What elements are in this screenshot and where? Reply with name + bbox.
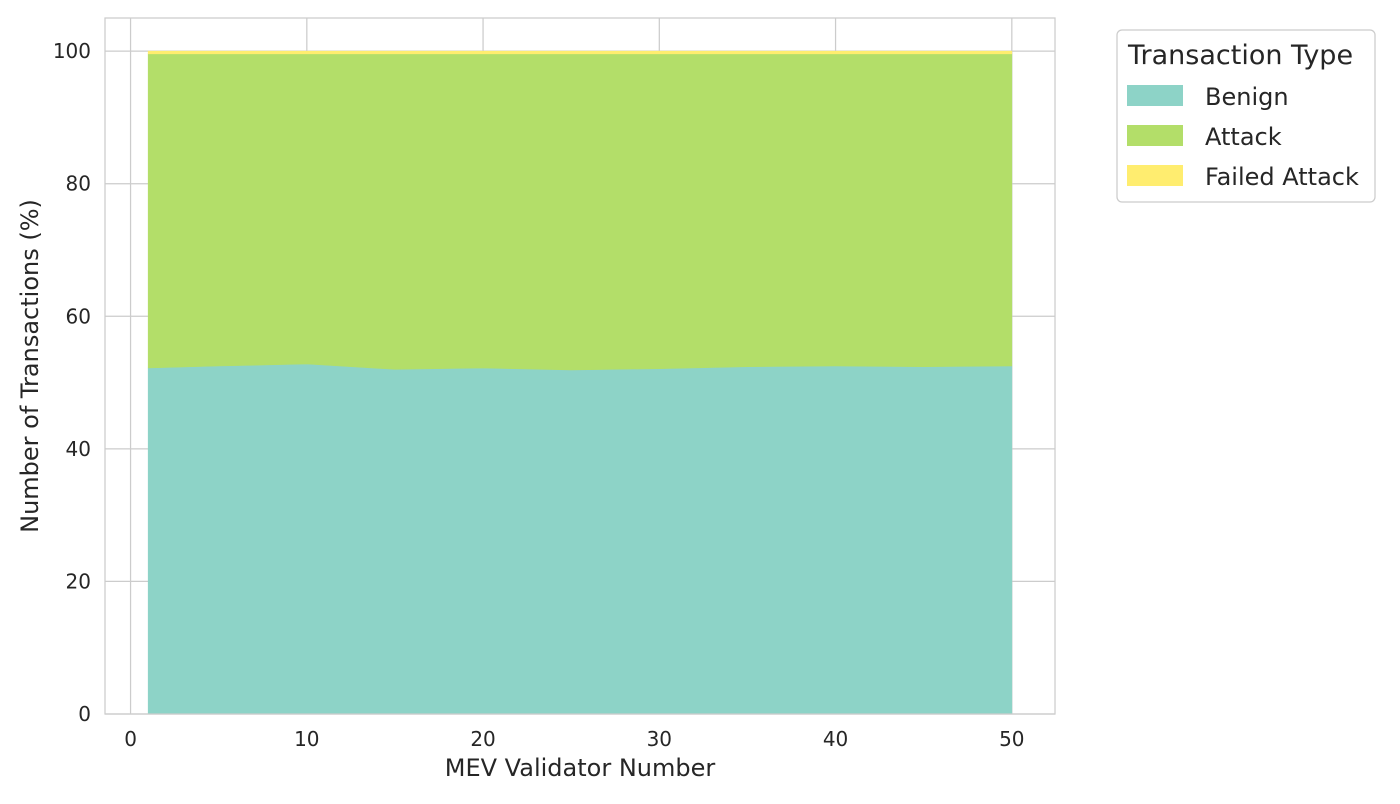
legend-items: Benign Attack Failed Attack: [1127, 83, 1359, 191]
area-failed-attack: [147, 50, 1013, 55]
tick-labels: 0 10 20 30 40 50 0 20 40 60 80 100: [53, 39, 1025, 751]
x-tick-label: 40: [823, 727, 848, 751]
y-axis-label: Number of Transactions (%): [16, 199, 44, 533]
x-tick-label: 20: [470, 727, 495, 751]
x-tick-label: 10: [294, 727, 319, 751]
legend-frame: [1116, 29, 1376, 203]
legend-swatch-failed-attack: [1127, 165, 1183, 186]
y-tick-label: 60: [66, 304, 91, 328]
y-tick-label: 40: [66, 437, 91, 461]
legend-label-attack: Attack: [1205, 123, 1282, 151]
legend-label-failed-attack: Failed Attack: [1205, 163, 1359, 191]
x-tick-label: 30: [647, 727, 672, 751]
legend: Transaction Type Benign Attack Failed Atta…: [1116, 29, 1376, 203]
legend-swatch-benign: [1127, 85, 1183, 106]
y-tick-label: 100: [53, 39, 91, 63]
y-tick-label: 20: [66, 569, 91, 593]
legend-label-benign: Benign: [1205, 83, 1289, 111]
area-benign: [147, 363, 1013, 715]
y-tick-label: 0: [78, 702, 91, 726]
x-tick-label: 50: [999, 727, 1024, 751]
legend-title: Transaction Type: [1127, 40, 1353, 71]
x-axis-label: MEV Validator Number: [445, 754, 716, 782]
area-attack: [147, 53, 1013, 371]
y-tick-label: 80: [66, 172, 91, 196]
area-series-layer: [147, 50, 1013, 715]
x-tick-label: 0: [124, 727, 137, 751]
plot-frame: [104, 17, 1056, 715]
legend-swatch-attack: [1127, 125, 1183, 146]
